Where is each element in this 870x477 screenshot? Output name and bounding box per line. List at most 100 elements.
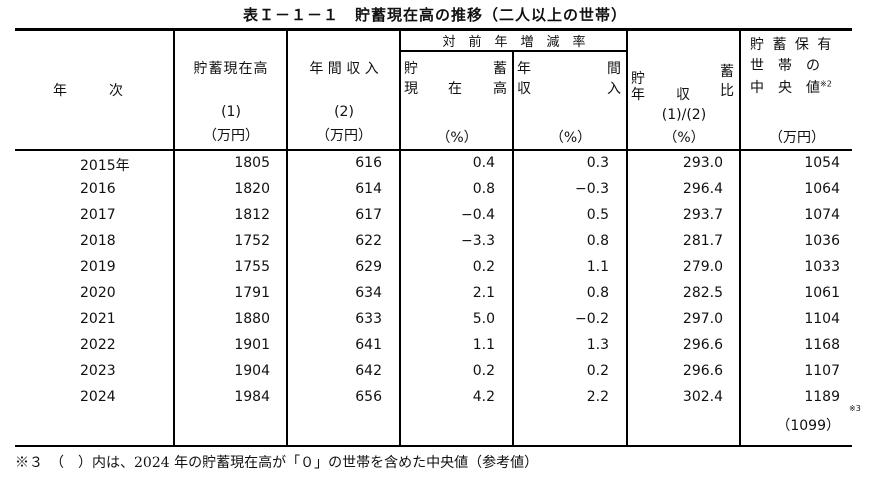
header-median-unit: （万円） (769, 130, 825, 146)
cell-yoy-savings: 2.1 (472, 285, 495, 301)
cell-yoy-income: 1.1 (586, 259, 609, 275)
header-yoy-income-char: 入 (607, 81, 621, 97)
header-yoy-savings-char: 在 (448, 81, 462, 97)
cell-median: 1033 (804, 259, 840, 275)
header-ratio-unit: （%） (663, 130, 705, 146)
header-yoy-income-char: 収 (517, 81, 531, 97)
header-savings-unit: （万円） (203, 128, 259, 144)
cell-median: 1064 (804, 181, 840, 197)
row-year: 2023 (80, 363, 116, 379)
col-divider-6 (739, 28, 741, 447)
header-median-label: 中 央 値 (750, 80, 820, 96)
cell-median: 1107 (804, 363, 840, 379)
cell-income: 634 (355, 285, 382, 301)
header-median-line2: 世 帯 の (750, 58, 820, 74)
table-title: 表Ｉ－１－１ 貯蓄現在高の推移（二人以上の世帯） (242, 6, 627, 24)
cell-yoy-savings: 0.2 (472, 363, 495, 379)
cell-savings: 1791 (234, 285, 270, 301)
cell-yoy-income: 2.2 (586, 389, 609, 405)
header-yoy-savings-char: 蓄 (493, 61, 507, 77)
cell-ratio: 297.0 (682, 311, 723, 327)
cell-yoy-income: 1.3 (586, 337, 609, 353)
cell-savings: 1820 (234, 181, 270, 197)
cell-yoy-income: −0.2 (575, 311, 609, 327)
cell-yoy-savings: 5.0 (472, 311, 495, 327)
cell-ratio: 296.6 (682, 363, 723, 379)
cell-yoy-savings: 0.2 (472, 259, 495, 275)
cell-ratio: 293.0 (682, 155, 723, 171)
cell-yoy-savings: −0.4 (461, 207, 495, 223)
cell-yoy-savings: 0.8 (472, 181, 495, 197)
header-median-line1: 貯 蓄 保 有 (750, 37, 834, 53)
header-yoy-savings-unit: （%） (436, 130, 478, 146)
cell-yoy-income: 0.8 (586, 233, 609, 249)
row-year: 2016 (80, 181, 116, 197)
cell-income: 614 (355, 181, 382, 197)
cell-median: 1054 (804, 155, 840, 171)
cell-median: 1104 (804, 311, 840, 327)
cell-income: 633 (355, 311, 382, 327)
header-savings: 貯蓄現在高 (193, 61, 269, 77)
savings-table: 年 次 貯蓄現在高 (1) （万円） 年 間 収 入 (2) （万円） 対 前 … (15, 28, 861, 447)
cell-income: 641 (355, 337, 382, 353)
col-divider-2 (286, 28, 288, 447)
cell-yoy-savings: 1.1 (472, 337, 495, 353)
cell-savings: 1755 (234, 259, 270, 275)
header-ratio-char: 蓄 (720, 64, 734, 80)
header-median-line3: 中 央 値※2 (750, 77, 832, 97)
cell-ratio: 281.7 (682, 233, 723, 249)
header-year: 年 次 (53, 83, 123, 99)
cell-savings: 1812 (234, 207, 270, 223)
cell-ratio: 293.7 (682, 207, 723, 223)
header-yoy-savings-char: 現 (404, 81, 418, 97)
header-savings-ref: (1) (221, 104, 241, 120)
cell-yoy-income: −0.3 (575, 181, 609, 197)
row-year: 2020 (80, 285, 116, 301)
cell-income: 616 (355, 155, 382, 171)
table-top-border (15, 28, 852, 31)
cell-yoy-savings: 0.4 (472, 155, 495, 171)
cell-income: 629 (355, 259, 382, 275)
cell-ratio: 279.0 (682, 259, 723, 275)
header-bottom-border (15, 149, 852, 151)
row-year: 2019 (80, 259, 116, 275)
col-divider-3 (399, 28, 401, 447)
header-yoy-income-unit: （%） (549, 130, 592, 146)
cell-median: 1074 (804, 207, 840, 223)
cell-income: 642 (355, 363, 382, 379)
cell-savings: 1904 (234, 363, 270, 379)
note-3-marker: ※3 (849, 404, 861, 413)
header-yoy-income-char: 年 (517, 61, 531, 77)
header-ratio-char: 年 (631, 87, 645, 103)
cell-savings: 1752 (234, 233, 270, 249)
cell-ratio: 296.4 (682, 181, 723, 197)
cell-income: 622 (355, 233, 382, 249)
header-yoy-income-char: 間 (607, 61, 621, 77)
median-including-zero: （1099） (776, 418, 840, 434)
col-divider-1 (173, 28, 175, 447)
header-income: 年 間 収 入 (309, 61, 379, 77)
header-ratio-char: 貯 (631, 71, 645, 87)
cell-savings: 1805 (234, 155, 270, 171)
cell-savings: 1984 (234, 389, 270, 405)
header-ratio-char: 比 (720, 83, 734, 99)
header-ratio-char: 収 (676, 87, 690, 103)
cell-ratio: 302.4 (682, 389, 723, 405)
header-yoy-savings-char: 貯 (404, 61, 418, 77)
cell-median: 1189 (804, 389, 840, 405)
header-ratio-ref: (1)/(2) (661, 107, 707, 123)
cell-income: 656 (355, 389, 382, 405)
header-income-ref: (2) (334, 104, 354, 120)
cell-yoy-income: 0.8 (586, 285, 609, 301)
row-year: 2018 (80, 233, 116, 249)
row-year: 2024 (80, 389, 116, 405)
cell-yoy-savings: −3.3 (461, 233, 495, 249)
cell-median: 1061 (804, 285, 840, 301)
cell-savings: 1901 (234, 337, 270, 353)
header-yoy-group: 対 前 年 増 減 率 (442, 35, 586, 50)
table-bottom-border (15, 445, 852, 447)
note-2-marker: ※2 (820, 79, 832, 89)
header-income-unit: （万円） (316, 128, 372, 144)
cell-median: 1168 (804, 337, 840, 353)
footnote: ※３ （ ）内は、2024 年の貯蓄現在高が「０」の世帯を含めた中央値（参考値） (15, 455, 539, 471)
